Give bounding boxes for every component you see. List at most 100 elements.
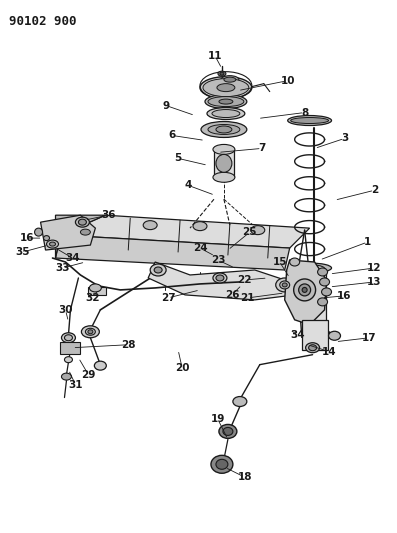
Text: 13: 13 bbox=[367, 277, 382, 287]
Ellipse shape bbox=[85, 328, 95, 335]
Ellipse shape bbox=[205, 94, 247, 109]
Text: 27: 27 bbox=[161, 293, 175, 303]
Text: 34: 34 bbox=[65, 253, 80, 263]
Ellipse shape bbox=[154, 267, 162, 273]
Bar bbox=[304, 270, 326, 335]
Ellipse shape bbox=[302, 265, 326, 275]
Text: 17: 17 bbox=[362, 333, 377, 343]
Ellipse shape bbox=[50, 242, 56, 246]
Polygon shape bbox=[56, 215, 105, 258]
Text: 21: 21 bbox=[241, 293, 255, 303]
Bar bbox=[60, 342, 81, 354]
Text: 33: 33 bbox=[55, 263, 70, 273]
Ellipse shape bbox=[223, 427, 233, 435]
Text: 9: 9 bbox=[162, 101, 170, 110]
Ellipse shape bbox=[221, 76, 239, 84]
Ellipse shape bbox=[35, 228, 42, 236]
Ellipse shape bbox=[299, 284, 310, 296]
Text: 22: 22 bbox=[237, 275, 252, 285]
Text: 19: 19 bbox=[211, 415, 225, 424]
Ellipse shape bbox=[251, 225, 265, 235]
Ellipse shape bbox=[288, 263, 331, 273]
Ellipse shape bbox=[320, 278, 330, 286]
Ellipse shape bbox=[290, 258, 300, 266]
Ellipse shape bbox=[88, 330, 93, 334]
Ellipse shape bbox=[208, 125, 240, 134]
Text: 18: 18 bbox=[237, 472, 252, 482]
Text: 6: 6 bbox=[168, 131, 176, 141]
Text: 8: 8 bbox=[301, 108, 308, 118]
Ellipse shape bbox=[213, 144, 235, 155]
Ellipse shape bbox=[217, 84, 235, 92]
Ellipse shape bbox=[64, 335, 72, 341]
Ellipse shape bbox=[150, 264, 166, 276]
Ellipse shape bbox=[220, 72, 224, 75]
Ellipse shape bbox=[212, 110, 240, 117]
Ellipse shape bbox=[211, 455, 233, 473]
Ellipse shape bbox=[219, 424, 237, 439]
Ellipse shape bbox=[306, 343, 320, 353]
Ellipse shape bbox=[318, 268, 328, 276]
Text: 11: 11 bbox=[208, 51, 222, 61]
Ellipse shape bbox=[213, 273, 227, 283]
Ellipse shape bbox=[308, 345, 316, 351]
Ellipse shape bbox=[81, 229, 91, 235]
Ellipse shape bbox=[193, 222, 207, 231]
Ellipse shape bbox=[200, 77, 252, 99]
Ellipse shape bbox=[213, 172, 235, 182]
Ellipse shape bbox=[46, 240, 58, 248]
Polygon shape bbox=[285, 260, 327, 325]
Ellipse shape bbox=[218, 71, 226, 76]
Ellipse shape bbox=[276, 278, 294, 292]
Text: 31: 31 bbox=[68, 379, 83, 390]
Ellipse shape bbox=[329, 332, 341, 340]
Ellipse shape bbox=[216, 126, 232, 133]
Ellipse shape bbox=[216, 459, 228, 469]
Ellipse shape bbox=[282, 283, 287, 287]
Text: 25: 25 bbox=[243, 227, 257, 237]
Ellipse shape bbox=[207, 108, 245, 119]
Text: 90102 900: 90102 900 bbox=[9, 15, 76, 28]
Bar bbox=[89, 287, 106, 295]
Ellipse shape bbox=[64, 346, 73, 354]
Ellipse shape bbox=[64, 357, 72, 362]
Text: 24: 24 bbox=[193, 243, 207, 253]
Ellipse shape bbox=[79, 219, 87, 225]
Ellipse shape bbox=[224, 77, 236, 82]
Ellipse shape bbox=[44, 236, 50, 240]
Ellipse shape bbox=[302, 330, 326, 340]
Text: 26: 26 bbox=[225, 290, 239, 300]
Ellipse shape bbox=[89, 284, 101, 292]
Ellipse shape bbox=[294, 279, 316, 301]
Text: 32: 32 bbox=[85, 293, 100, 303]
Polygon shape bbox=[56, 235, 290, 270]
Ellipse shape bbox=[318, 298, 328, 306]
Ellipse shape bbox=[322, 288, 331, 296]
Ellipse shape bbox=[75, 217, 89, 227]
Ellipse shape bbox=[208, 96, 244, 107]
Text: 23: 23 bbox=[211, 255, 225, 265]
Bar bbox=[214, 149, 234, 177]
Ellipse shape bbox=[77, 227, 93, 237]
Text: 14: 14 bbox=[322, 346, 337, 357]
Ellipse shape bbox=[203, 79, 249, 96]
Ellipse shape bbox=[62, 333, 75, 343]
Ellipse shape bbox=[216, 275, 224, 281]
Text: 12: 12 bbox=[367, 263, 382, 273]
Text: 10: 10 bbox=[280, 76, 295, 86]
Polygon shape bbox=[60, 215, 310, 248]
Ellipse shape bbox=[216, 155, 232, 172]
Text: 28: 28 bbox=[121, 340, 135, 350]
Text: 1: 1 bbox=[364, 237, 371, 247]
Text: 15: 15 bbox=[272, 257, 287, 267]
Bar bbox=[302, 320, 328, 350]
Ellipse shape bbox=[94, 361, 106, 370]
Text: 30: 30 bbox=[58, 305, 73, 315]
Ellipse shape bbox=[143, 221, 157, 230]
Polygon shape bbox=[148, 262, 295, 300]
Ellipse shape bbox=[62, 373, 71, 380]
Text: 5: 5 bbox=[174, 154, 182, 164]
Text: 35: 35 bbox=[15, 247, 30, 257]
Ellipse shape bbox=[291, 117, 329, 124]
Ellipse shape bbox=[81, 326, 99, 338]
